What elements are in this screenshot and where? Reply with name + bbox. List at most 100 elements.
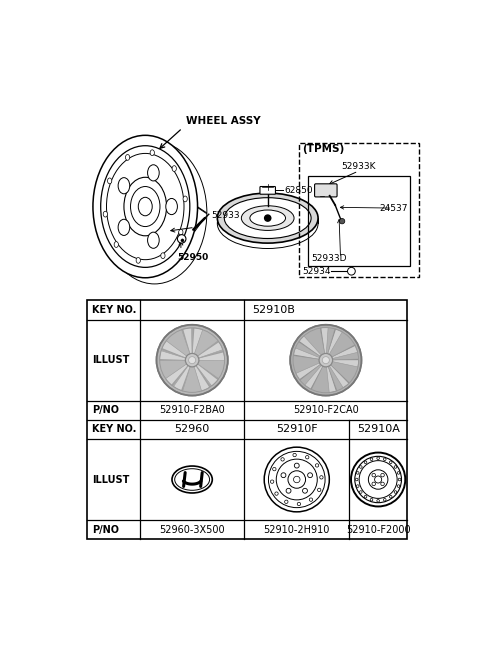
Circle shape [264,215,271,221]
Polygon shape [293,354,319,359]
Polygon shape [332,345,355,358]
Polygon shape [197,340,219,357]
Circle shape [355,478,358,481]
Circle shape [364,495,367,498]
Polygon shape [305,365,323,390]
Circle shape [185,354,199,367]
Circle shape [351,453,405,506]
Polygon shape [192,328,203,354]
Circle shape [319,354,333,367]
Ellipse shape [217,193,318,243]
Text: (TPMS): (TPMS) [302,144,344,154]
Ellipse shape [131,186,160,226]
Polygon shape [166,364,188,386]
Circle shape [275,492,278,495]
Text: 62850: 62850 [285,186,313,195]
Ellipse shape [114,241,119,247]
Polygon shape [320,328,325,354]
Circle shape [178,235,186,243]
Ellipse shape [172,166,176,171]
Polygon shape [299,336,321,356]
Ellipse shape [125,155,130,160]
FancyBboxPatch shape [260,186,276,194]
Circle shape [372,482,375,485]
Polygon shape [311,366,323,390]
Polygon shape [181,366,190,391]
Circle shape [384,499,386,501]
Polygon shape [198,351,224,359]
Polygon shape [196,364,219,386]
Polygon shape [198,351,225,361]
Polygon shape [195,365,211,388]
Text: 52960-3X500: 52960-3X500 [159,525,225,535]
Ellipse shape [250,210,286,226]
Polygon shape [320,327,328,354]
Polygon shape [160,351,186,361]
Circle shape [377,499,379,502]
Circle shape [357,472,359,474]
Text: ILLUST: ILLUST [92,474,129,485]
Ellipse shape [179,230,183,235]
Ellipse shape [147,165,159,181]
FancyBboxPatch shape [314,184,337,197]
Text: KEY NO.: KEY NO. [92,305,136,315]
Ellipse shape [172,466,212,493]
Circle shape [320,476,323,479]
Text: KEY NO.: KEY NO. [92,424,136,434]
Circle shape [285,500,288,503]
Polygon shape [299,341,320,356]
Circle shape [348,268,355,275]
Circle shape [309,498,312,501]
Text: 52960: 52960 [175,424,210,434]
Polygon shape [328,329,342,354]
Polygon shape [329,365,349,388]
Circle shape [281,458,284,461]
Bar [308,176,409,266]
Ellipse shape [147,232,159,249]
Ellipse shape [101,146,190,268]
Text: 52934: 52934 [302,267,331,276]
Polygon shape [161,348,186,358]
Circle shape [308,473,312,478]
Circle shape [398,478,401,481]
Text: 52933: 52933 [211,211,240,220]
Ellipse shape [150,150,155,155]
Circle shape [156,325,228,396]
Circle shape [377,457,379,459]
Circle shape [293,453,296,457]
Ellipse shape [224,197,311,239]
Text: 52910F: 52910F [276,424,318,434]
Circle shape [281,473,286,478]
Text: 52950: 52950 [177,253,208,262]
Polygon shape [328,329,336,354]
Text: 52910-2H910: 52910-2H910 [264,525,330,535]
Circle shape [322,357,329,363]
Circle shape [294,463,299,468]
Circle shape [306,455,309,459]
Ellipse shape [124,177,167,236]
Text: 52910-F2000: 52910-F2000 [346,525,410,535]
Circle shape [389,495,392,498]
Circle shape [360,491,362,493]
Circle shape [370,499,373,501]
Circle shape [315,464,319,467]
Text: 52910-F2CA0: 52910-F2CA0 [293,405,359,415]
Circle shape [370,458,373,461]
Ellipse shape [138,197,152,216]
Polygon shape [194,365,211,391]
Circle shape [181,239,184,242]
Circle shape [264,447,329,512]
Circle shape [189,357,196,363]
Polygon shape [161,340,187,358]
Polygon shape [174,365,190,391]
Ellipse shape [118,219,130,236]
Circle shape [364,461,367,464]
Polygon shape [333,359,359,360]
Ellipse shape [136,258,140,263]
Text: P/NO: P/NO [92,405,119,415]
Circle shape [290,325,361,396]
Ellipse shape [103,211,108,217]
Text: 24537: 24537 [380,203,408,213]
Circle shape [381,474,384,477]
Circle shape [317,488,321,491]
